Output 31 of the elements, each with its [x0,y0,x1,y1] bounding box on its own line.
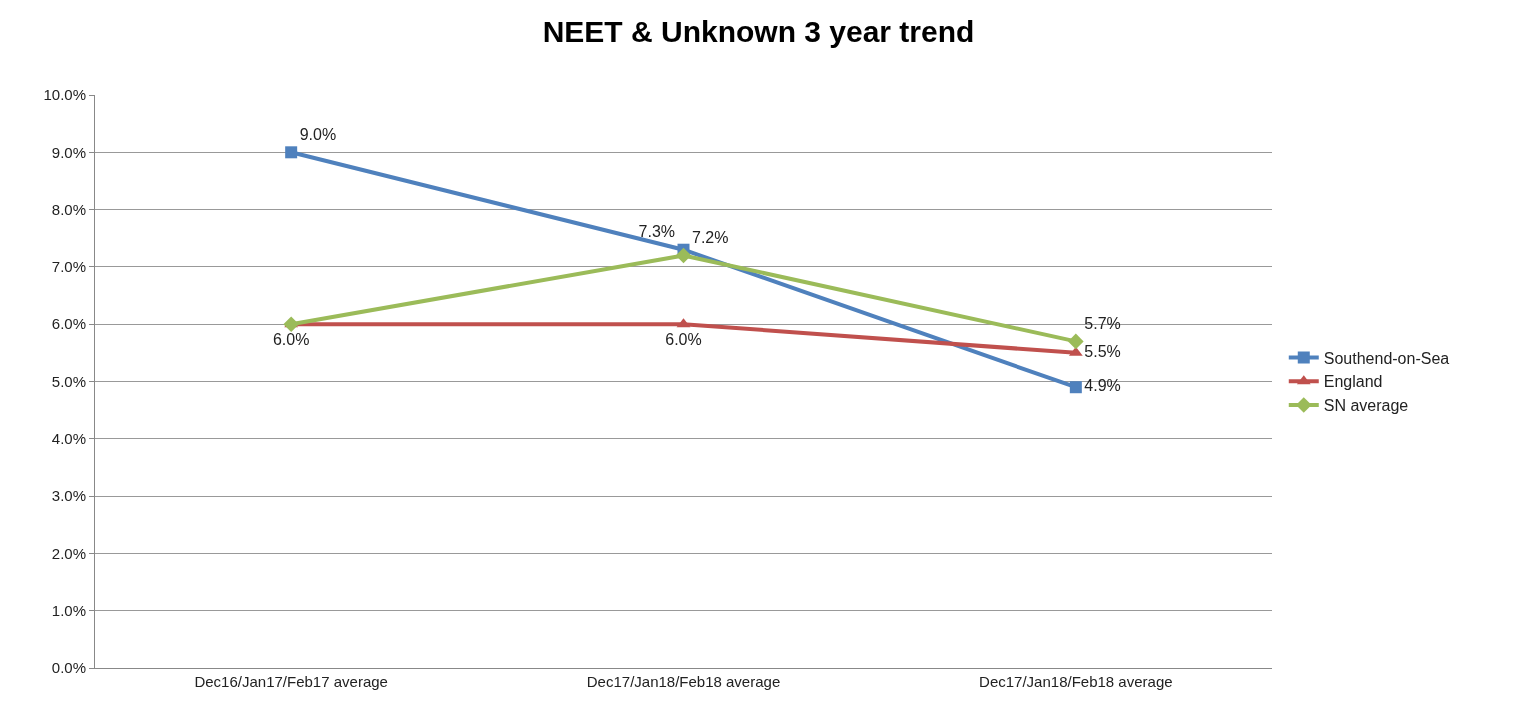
legend-label: England [1323,373,1383,391]
y-tick-label: 1.0% [51,601,86,619]
point [1068,333,1084,350]
y-tick-label: 0.0% [51,659,86,677]
legend-label: Southend-on-Sea [1323,349,1450,367]
data-label: 7.2% [692,228,729,246]
y-tick-label: 8.0% [51,200,86,218]
legend-label: SN average [1323,397,1409,415]
point [283,316,299,332]
y-tick-label: 2.0% [51,544,86,562]
data-label: 6.0% [665,330,702,348]
point [1069,381,1082,394]
y-tick-label: 5.0% [51,372,86,390]
y-tick-label: 10.0% [43,86,86,104]
point [285,146,298,159]
data-label: 7.3% [638,223,675,241]
data-label: 5.5% [1084,342,1121,360]
data-label: 9.0% [299,125,337,143]
y-tick-label: 9.0% [51,143,86,161]
x-tick-label: Dec17/Jan18/Feb18 average [586,673,781,690]
data-label: 4.9% [1084,377,1121,395]
x-tick-label: Dec16/Jan17/Feb17 average [194,673,388,690]
y-tick-label: 3.0% [51,487,86,505]
data-label: 5.7% [1084,314,1121,332]
y-tick-label: 6.0% [51,315,86,333]
data-label: 6.0% [272,330,310,348]
chart-title: NEET & Unknown 3 year trend [542,15,975,49]
x-tick-label: Dec17/Jan18/Feb18 average [979,673,1173,690]
point [675,247,692,264]
y-tick-label: 4.0% [51,430,86,448]
y-tick-label: 7.0% [51,258,86,276]
